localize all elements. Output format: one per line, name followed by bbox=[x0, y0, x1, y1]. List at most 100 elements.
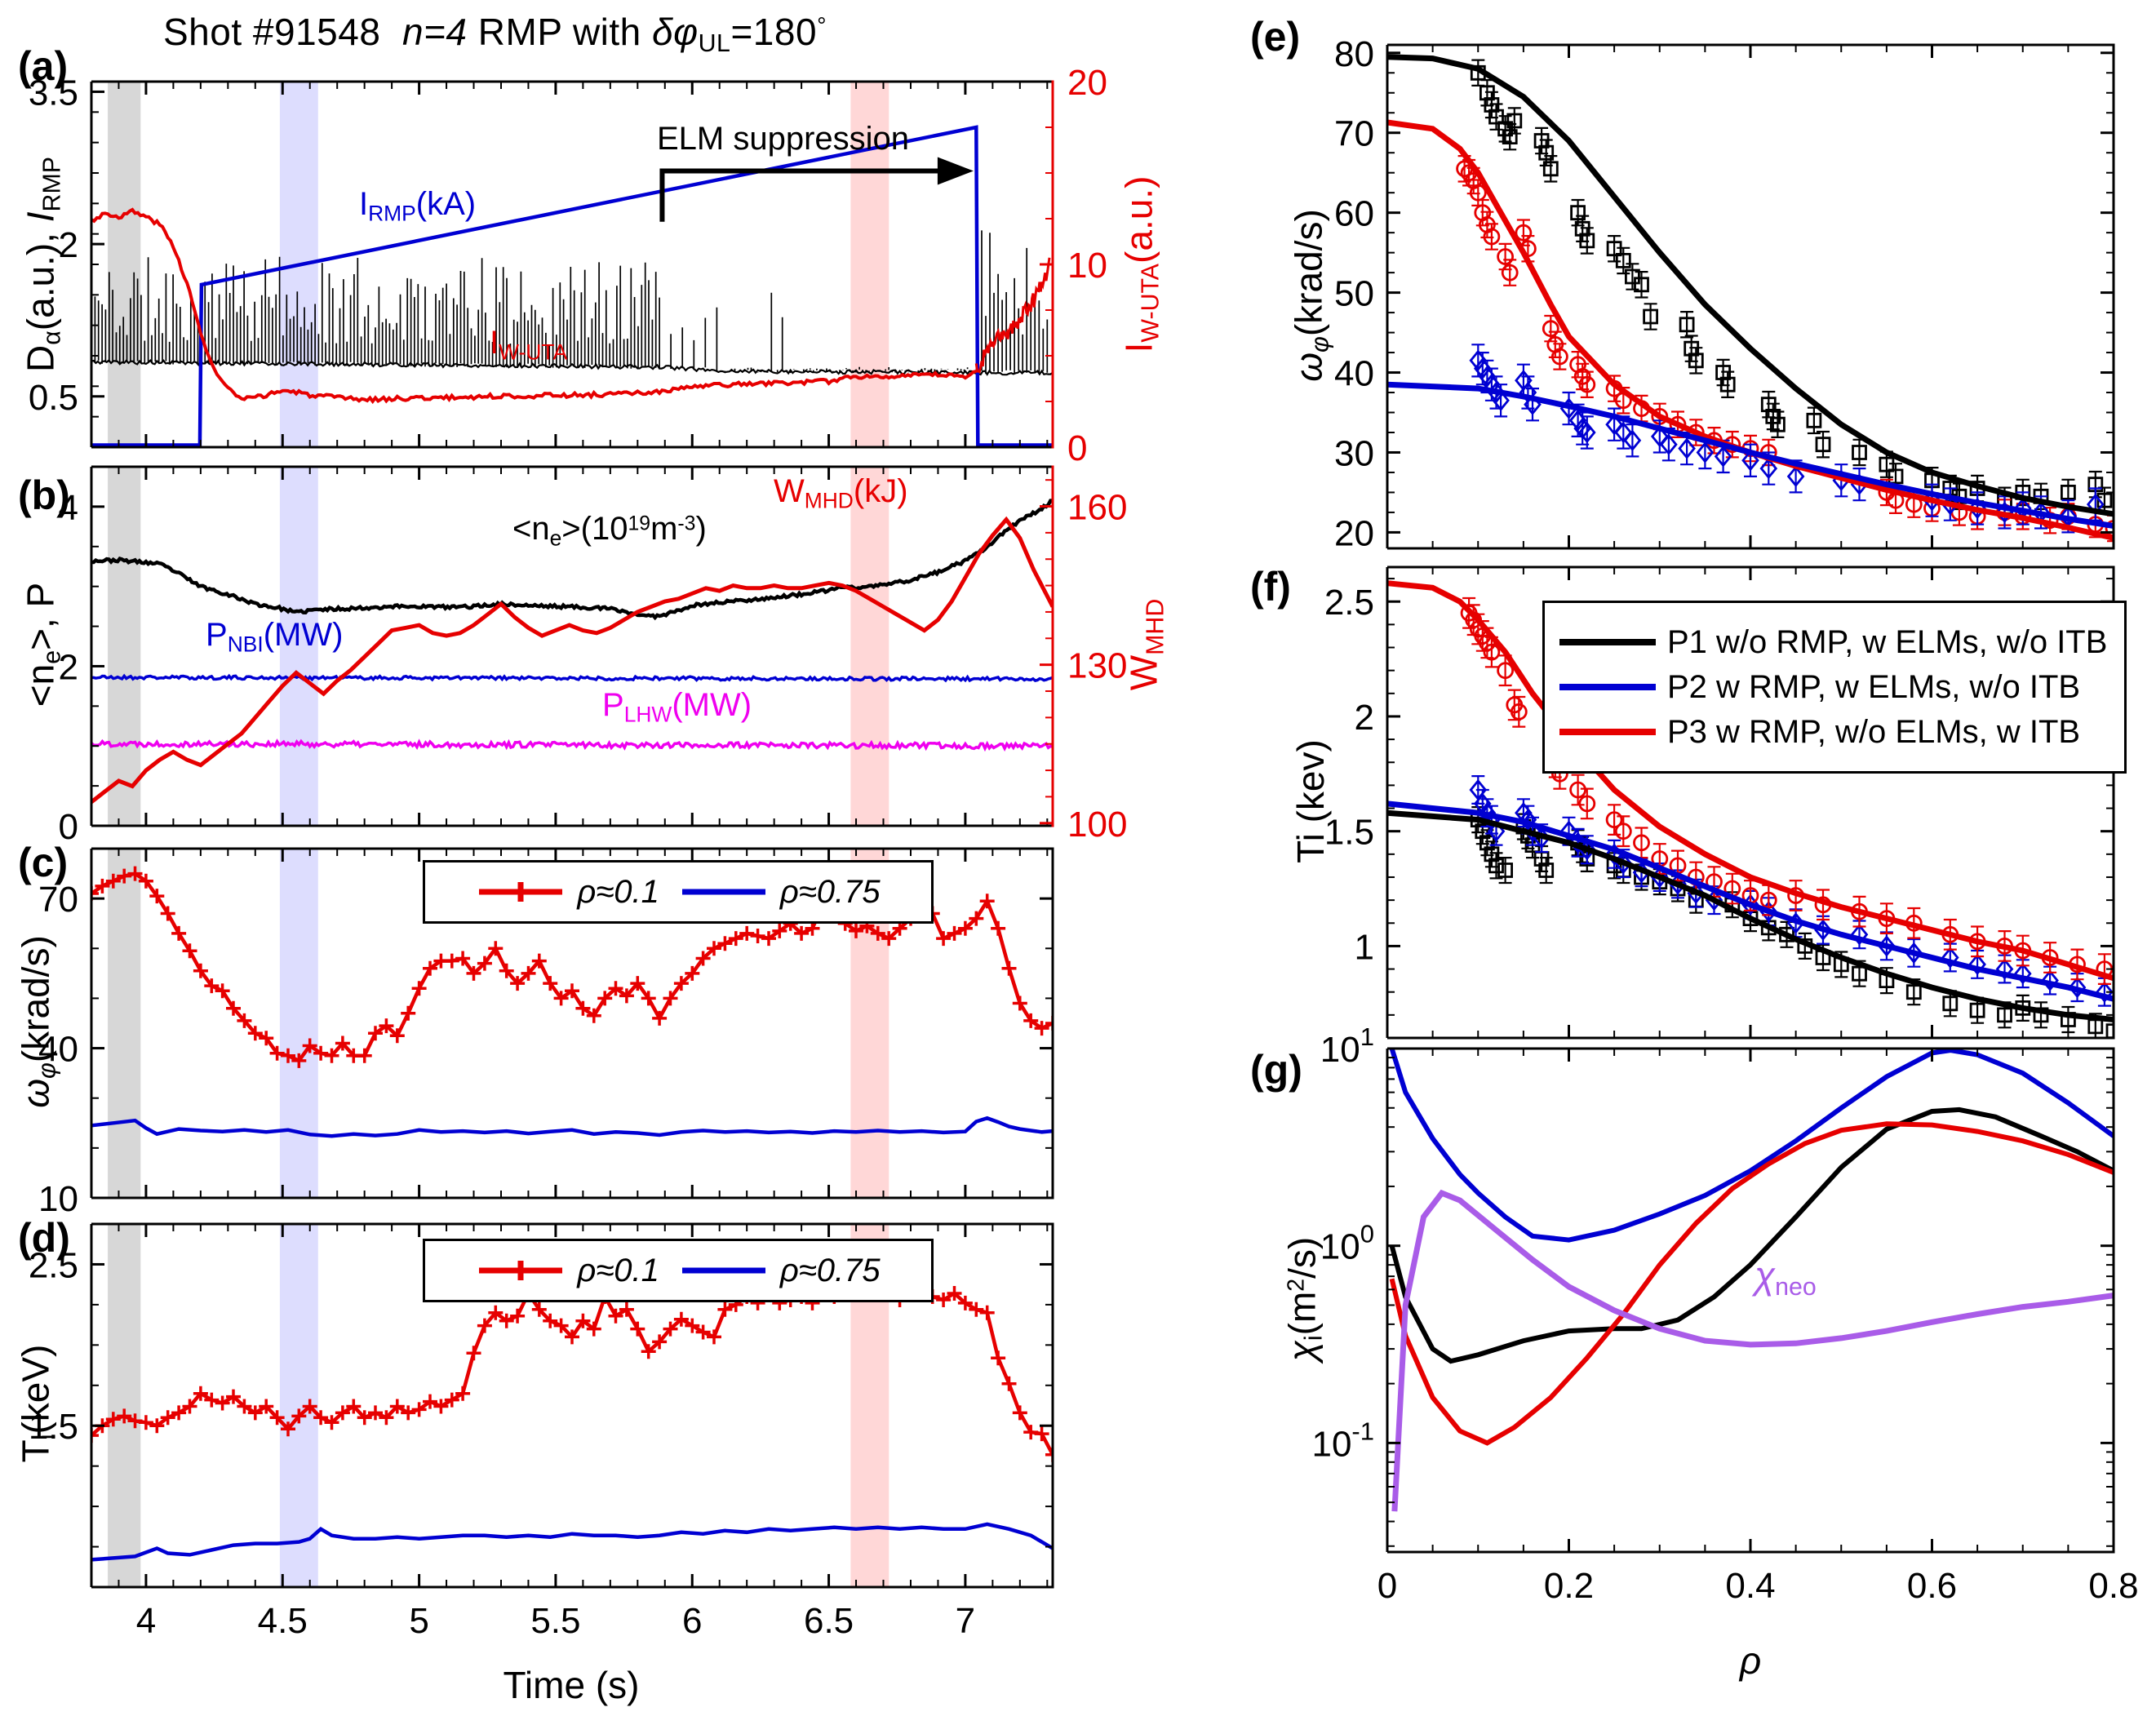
legend-c-item-rho075: ρ≈0.75 bbox=[679, 874, 881, 911]
y-tick-label: 1.5 bbox=[1324, 813, 1374, 853]
time-band bbox=[108, 467, 141, 826]
panel-label-b: (b) bbox=[18, 472, 70, 518]
y-tick-label: 40 bbox=[1334, 354, 1374, 394]
g-yl-main: χ bbox=[1280, 1341, 1324, 1362]
ann-irmp-main: I bbox=[359, 186, 369, 222]
annotation-chi-neo: χneo bbox=[1755, 1253, 1817, 1302]
panel-d-frame bbox=[90, 1222, 1053, 1589]
y-tick-label: 2.5 bbox=[29, 1245, 78, 1285]
ann-ne-sup1: 19 bbox=[628, 512, 651, 535]
axis-label-c: ωφ(krad/s) bbox=[13, 935, 61, 1108]
time-band bbox=[108, 849, 141, 1198]
series-i-w-uta bbox=[91, 207, 977, 405]
series-p-nbi bbox=[91, 673, 1054, 683]
x-tick-label: 4.5 bbox=[258, 1601, 308, 1641]
panel-label-c: (c) bbox=[18, 840, 69, 885]
a-yl-i: I bbox=[19, 211, 62, 223]
title-deg: ° bbox=[817, 13, 827, 40]
g-yl-3: /s) bbox=[1280, 1236, 1324, 1279]
y-right-tick-label: 10 bbox=[1067, 246, 1107, 286]
xaxis-label-rho: ρ bbox=[1739, 1639, 1762, 1682]
c-yl-main: ω bbox=[14, 1078, 57, 1108]
a-yr-sub: W-UTA bbox=[1137, 263, 1165, 343]
annotation-irmp: IRMP(kA) bbox=[359, 186, 476, 226]
b-yr-sub: MHD bbox=[1142, 598, 1169, 655]
annotation-pnbi: PNBI(MW) bbox=[206, 617, 343, 657]
legend-d-item-rho075: ρ≈0.75 bbox=[679, 1253, 881, 1289]
legend-d-label-rho075: ρ≈0.75 bbox=[779, 1252, 881, 1288]
ann-chineo-main: χ bbox=[1755, 1254, 1776, 1297]
x-tick-label: 5.5 bbox=[530, 1601, 580, 1641]
ann-irmp-sub: RMP bbox=[368, 201, 416, 226]
ann-pnbi-rest: (MW) bbox=[263, 617, 344, 653]
panel-b-frame bbox=[90, 465, 1053, 827]
curve-chi-P2 bbox=[1389, 1048, 2114, 1243]
time-band bbox=[108, 1224, 141, 1587]
y-tick-label: 4 bbox=[59, 488, 78, 528]
ann-plhw-rest: (MW) bbox=[672, 687, 752, 723]
e-yl-main: ω bbox=[1287, 352, 1330, 382]
xaxis-label-time: Time (s) bbox=[503, 1664, 640, 1706]
panel-a-series bbox=[91, 125, 1054, 447]
title-eq: =180 bbox=[730, 11, 818, 53]
b-yl-sub: e bbox=[38, 650, 66, 664]
legend-c-label-rho075: ρ≈0.75 bbox=[779, 873, 881, 910]
x-tick-label: 0.8 bbox=[2088, 1566, 2138, 1606]
a-yl-isub: RMP bbox=[38, 157, 66, 212]
panel-a-frame bbox=[90, 80, 1053, 449]
y-tick-label: 50 bbox=[1334, 274, 1374, 314]
x-tick-label: 0.6 bbox=[1907, 1566, 1957, 1606]
annotation-plhw: PLHW(MW) bbox=[602, 687, 752, 727]
annotation-elm-suppression: ELM suppression bbox=[657, 121, 910, 157]
y-tick-label: 80 bbox=[1334, 34, 1374, 74]
legend-line-red-icon bbox=[1559, 729, 1656, 735]
y-tick-label: 2.5 bbox=[1324, 583, 1374, 623]
series-d-alpha bbox=[91, 230, 1049, 375]
ann-pnbi-main: P bbox=[206, 617, 228, 653]
y-tick-label: 2 bbox=[59, 647, 78, 687]
a-yl-main: D bbox=[19, 344, 62, 372]
y-tick-label: 2 bbox=[59, 225, 78, 265]
legend-f-item-p1: P1 w/o RMP, w ELMs, w/o ITB bbox=[1559, 624, 2107, 661]
legend-panel-c: ρ≈0.1 ρ≈0.75 bbox=[423, 860, 934, 924]
ann-ne-sub: e bbox=[549, 525, 562, 551]
g-yl-sub: i bbox=[1300, 1335, 1328, 1341]
curve-P3 bbox=[1386, 580, 2114, 982]
time-band bbox=[108, 82, 141, 447]
scatter-P2-diamonds bbox=[1469, 778, 2114, 1003]
legend-c-label-rho01: ρ≈0.1 bbox=[577, 873, 659, 910]
panel-label-a: (a) bbox=[18, 43, 69, 89]
time-band bbox=[279, 467, 318, 826]
legend-line-black-icon bbox=[1559, 639, 1656, 645]
ann-ne-2: >(10 bbox=[561, 511, 628, 547]
legend-line-blue-icon bbox=[1559, 684, 1656, 690]
b-yl-2: >, P bbox=[19, 582, 62, 650]
y-tick-label: 40 bbox=[38, 1030, 78, 1070]
y-tick-label: 0 bbox=[59, 807, 78, 847]
series-n-e bbox=[91, 499, 1054, 621]
curve-P2 bbox=[1386, 800, 2114, 1002]
axis-label-d: Ti(keV) bbox=[13, 1345, 61, 1463]
g-yl-2: (m bbox=[1280, 1291, 1324, 1336]
y-tick-label: 10-1 bbox=[1311, 1417, 1374, 1464]
y-right-tick-label: 100 bbox=[1067, 805, 1127, 845]
panel-c-frame bbox=[90, 847, 1053, 1200]
ann-ne-3: m bbox=[650, 511, 678, 547]
axis-label-a-left: Dα(a.u.), IRMP bbox=[18, 157, 66, 372]
ann-iwuta-main: I bbox=[490, 325, 499, 361]
a-yr-rest: (a.u.) bbox=[1117, 175, 1160, 264]
d-yl-sub: i bbox=[33, 1434, 61, 1440]
ann-plhw-main: P bbox=[602, 687, 624, 723]
panel-g-frame bbox=[1386, 1047, 2114, 1554]
x-tick-label: 6.5 bbox=[804, 1601, 854, 1641]
series-p-lhw bbox=[91, 738, 1054, 752]
panel-label-e: (e) bbox=[1250, 14, 1301, 60]
y-tick-label: 101 bbox=[1320, 1022, 1374, 1070]
legend-panel-f: P1 w/o RMP, w ELMs, w/o ITB P2 w RMP, w … bbox=[1542, 601, 2127, 774]
series-w-mhd bbox=[91, 516, 1054, 804]
panel-e-frame bbox=[1386, 43, 2114, 550]
title-mid: RMP with bbox=[467, 11, 653, 53]
y-tick-label: 60 bbox=[1334, 194, 1374, 234]
y-tick-label: 0.5 bbox=[29, 378, 78, 418]
